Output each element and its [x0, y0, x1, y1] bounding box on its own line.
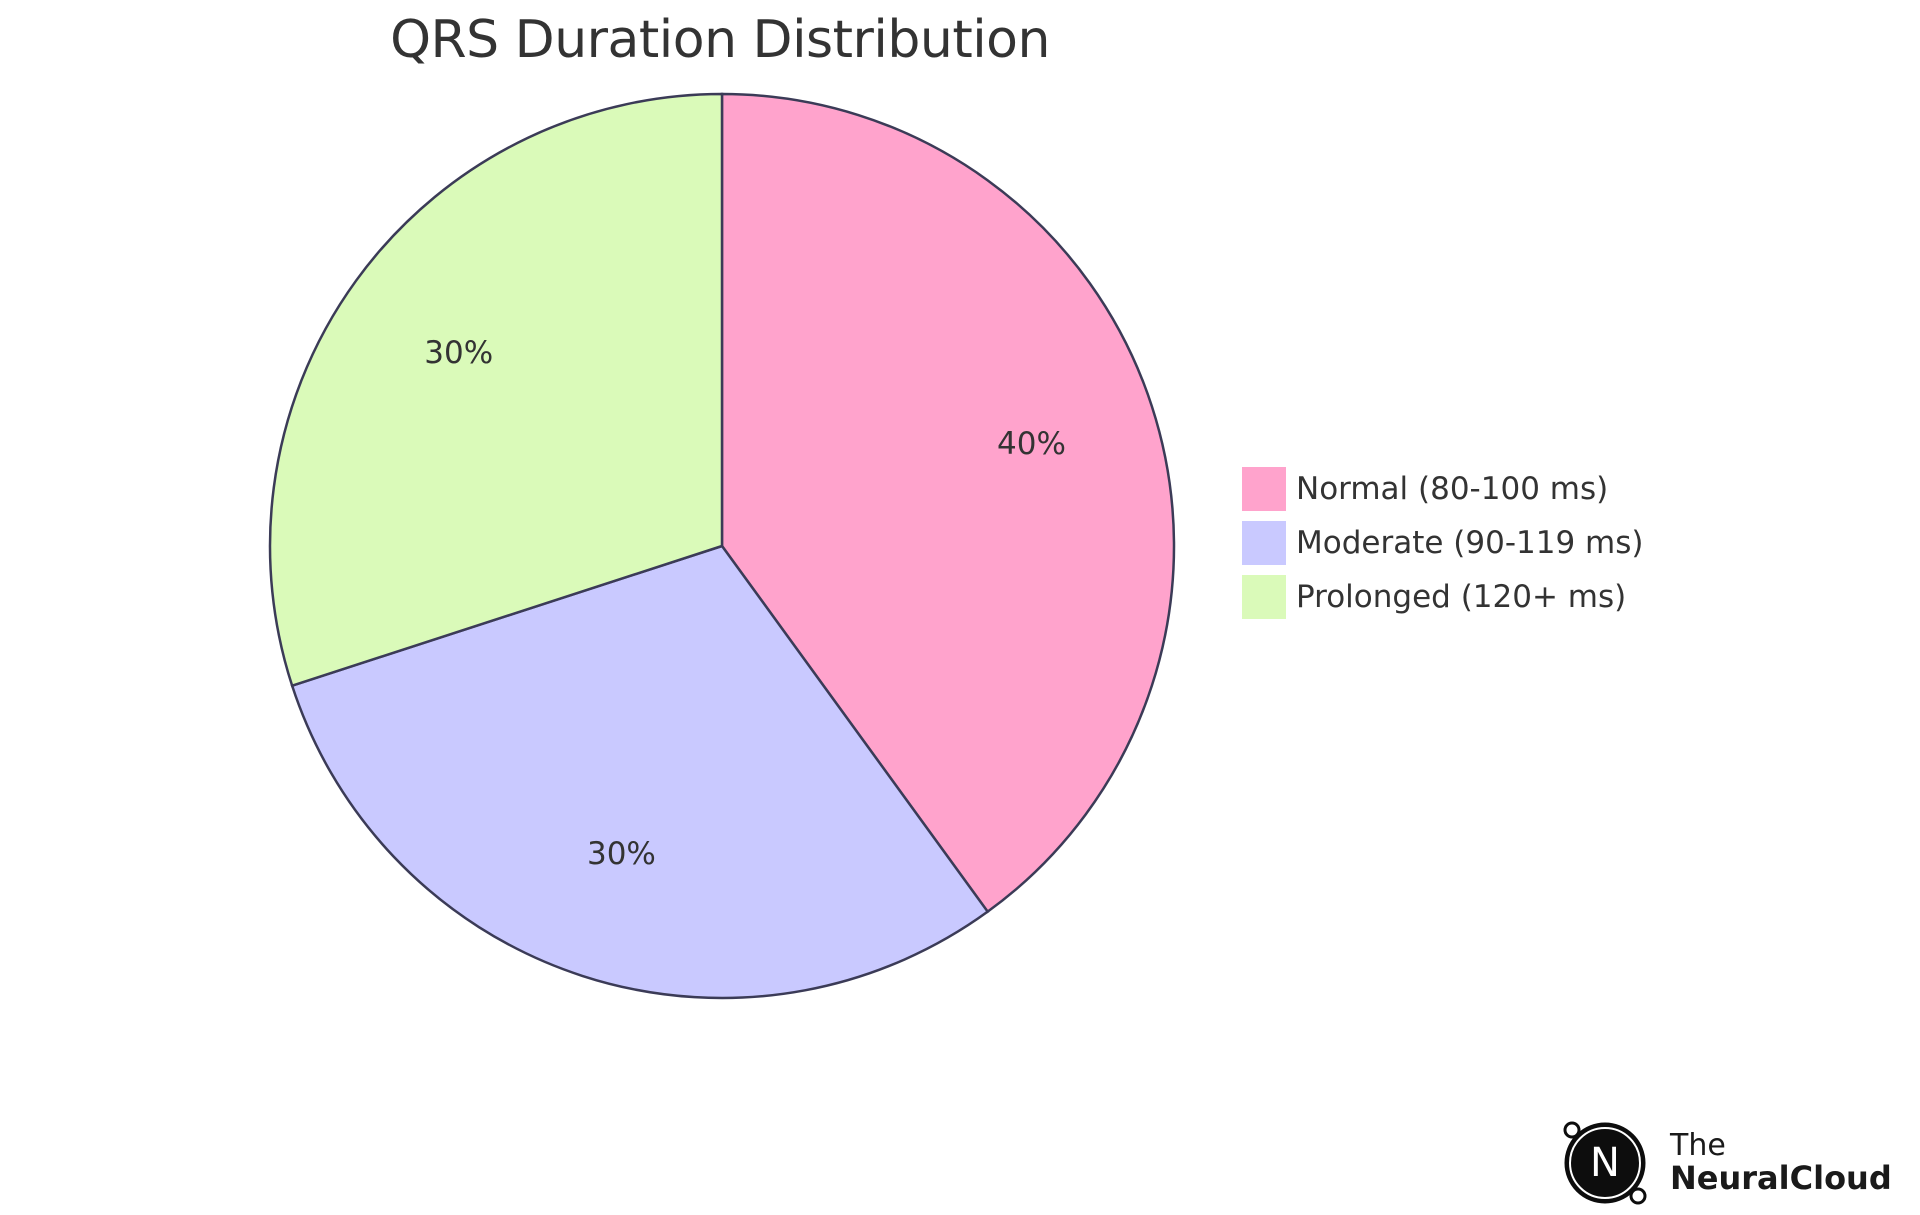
logo-letter: N: [1590, 1140, 1620, 1186]
pie-slice-normal: [720, 92, 1176, 914]
legend-label-normal: Normal (80-100 ms): [1296, 471, 1609, 507]
chart-title: QRS Duration Distribution: [390, 10, 1050, 70]
legend-item-prolonged: Prolonged (120+ ms): [1242, 570, 1643, 624]
brand-text: The NeuralCloud: [1670, 1130, 1892, 1195]
pie-slices: [268, 92, 1176, 1000]
legend-label-moderate: Moderate (90-119 ms): [1296, 525, 1644, 561]
legend-item-moderate: Moderate (90-119 ms): [1242, 516, 1643, 570]
legend: Normal (80-100 ms) Moderate (90-119 ms) …: [1242, 462, 1643, 624]
legend-item-normal: Normal (80-100 ms): [1242, 462, 1643, 516]
legend-swatch-prolonged: [1242, 575, 1286, 619]
legend-swatch-moderate: [1242, 521, 1286, 565]
neuralcloud-logo-icon: N: [1563, 1121, 1647, 1205]
brand-watermark: N The NeuralCloud: [1560, 1118, 1900, 1208]
brand-line-neuralcloud: NeuralCloud: [1670, 1158, 1892, 1197]
pie-slice-label-prolonged: 30%: [424, 335, 493, 371]
pie-slice-label-normal: 40%: [997, 426, 1066, 462]
pie-slice-prolonged: [268, 92, 724, 688]
pie-slice-labels: 40% 30% 30%: [424, 335, 1066, 872]
brand-line-the: The: [1670, 1128, 1726, 1163]
pie-slice-label-moderate: 30%: [587, 836, 656, 872]
legend-swatch-normal: [1242, 467, 1286, 511]
legend-label-prolonged: Prolonged (120+ ms): [1296, 579, 1627, 615]
pie-slice-moderate: [290, 544, 990, 1000]
